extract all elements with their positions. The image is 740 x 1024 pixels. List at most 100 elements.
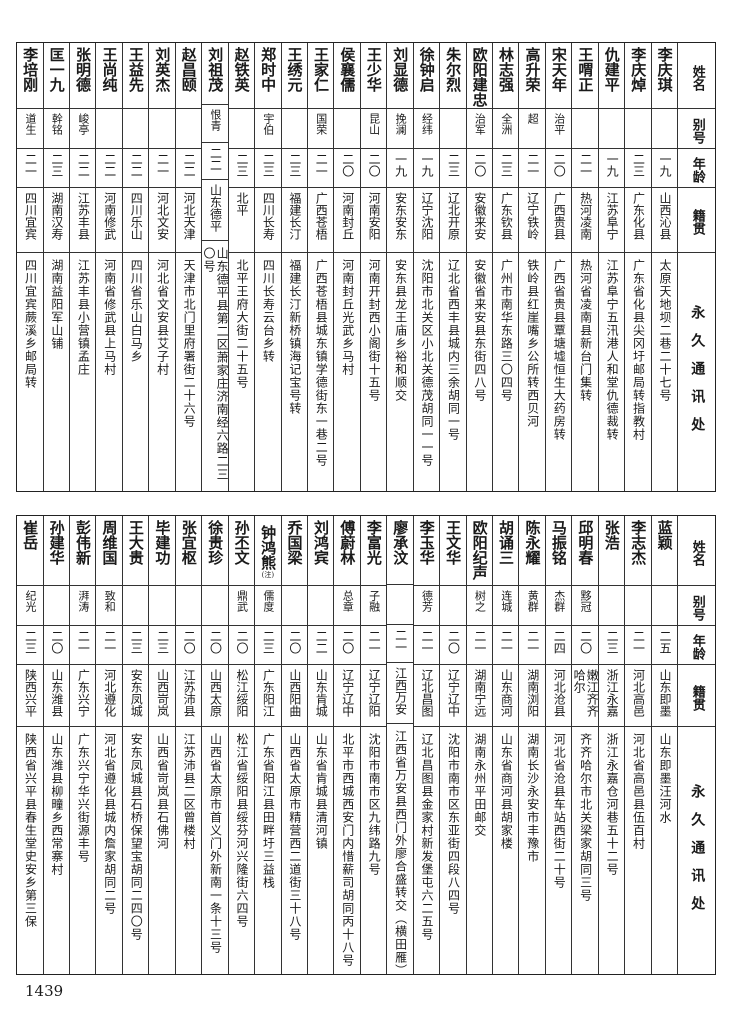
native-cell: 湖南宁远 <box>466 665 493 727</box>
name-text: 宋天年 <box>549 47 568 92</box>
address-cell: 福建长汀新桥镇海记宝号转 <box>282 253 307 491</box>
age-text: 二二 <box>129 153 144 177</box>
address-cell: 山东省商河县胡家楼 <box>493 727 518 974</box>
person-column: 王喟正 二一 热河凌南 热河省凌南县新台门集转 <box>571 43 598 491</box>
name-cell: 高升荣 <box>519 43 545 109</box>
address-text: 河南省修武县上马村 <box>102 259 117 376</box>
age-text: 二三 <box>23 630 38 654</box>
age-text: 二三 <box>155 630 170 654</box>
alias-cell <box>307 586 334 626</box>
age-cell: 二一 <box>466 626 493 665</box>
address-cell: 广东省化县尖冈圩邮局转指教村 <box>625 253 650 491</box>
address-cell: 北平王府大街二十五号 <box>229 253 254 491</box>
age-text: 二一 <box>472 630 487 654</box>
address-cell: 湖南长沙永安市丰豫市 <box>519 727 544 974</box>
name-cell: 王益先 <box>122 43 149 109</box>
alias-cell: 幹铭 <box>43 109 70 149</box>
age-cell: 二一 <box>96 626 122 665</box>
person-column: 崔岳 纪光 二三 陕西兴平 陕西省兴平县春生堂史安乡第三保 <box>17 516 43 974</box>
native-text: 山东即墨 <box>657 669 672 717</box>
address-text: 山东德平县第二区萧家庄济南经六路二三〇号 <box>202 247 228 482</box>
alias-cell: 挽澜 <box>387 109 413 149</box>
alias-text: 超 <box>526 113 540 124</box>
age-cell: 一九 <box>413 149 440 188</box>
address-cell: 沈阳市北关区小北关德茂胡同一一号 <box>414 253 439 491</box>
native-text: 湖南宁远 <box>472 669 487 717</box>
address-text: 热河省凌南县新台门集转 <box>578 259 593 402</box>
alias-cell <box>598 109 625 149</box>
address-cell: 广西苍梧县城东镇学德街东一巷二号 <box>308 253 333 491</box>
address-text: 湖南永州平田邮交 <box>472 733 487 837</box>
alias-cell <box>281 586 307 626</box>
name-cell: 王少华 <box>360 43 387 109</box>
name-cell: 马振铭 <box>545 516 572 586</box>
address-text: 山西省太原市精营西二道街三十八号 <box>287 733 302 941</box>
age-cell: 二三 <box>17 626 43 665</box>
name-cell: 胡诵三 <box>493 516 519 586</box>
age-text: 二一 <box>525 153 540 177</box>
person-column: 王大贵 二三 安东凤城 安东凤城县石桥保望宝胡同二四〇号 <box>121 516 149 974</box>
native-text: 四川长寿 <box>261 192 276 240</box>
name-cell: 侯襄儒 <box>334 43 360 109</box>
page-number: 1439 <box>25 982 64 1000</box>
person-column: 郑时中 宇伯 二三 四川长寿 四川长寿云台乡转 <box>254 43 281 491</box>
name-text: 刘英杰 <box>153 47 172 92</box>
age-cell: 二一 <box>387 625 413 664</box>
address-text: 铁岭县红崖嘴乡公所转西贝河 <box>525 259 540 428</box>
alias-cell: 连城 <box>493 586 519 626</box>
native-cell: 辽宁沈阳 <box>413 188 440 253</box>
person-column: 傅蔚林 总章 二〇 辽宁辽中 北平市西城西安门内惜薪司胡同丙十八号 <box>333 516 360 974</box>
roster-table-top: 姓名 别号 年龄 籍贯 永久通讯处 李庆琪 一九 山西沁县 太原天地坝二巷二十七号 李庆焯 二三 广东… <box>16 42 716 492</box>
age-cell: 二一 <box>493 626 519 665</box>
native-cell: 辽北昌图 <box>413 665 440 727</box>
native-cell: 广东阳江 <box>255 665 281 727</box>
name-text: 徐贵珍 <box>206 520 225 565</box>
alias-cell <box>228 109 255 149</box>
header-address-cell: 永久通讯处 <box>678 727 715 974</box>
name-cell: 钟鸿熊 (注) <box>255 516 281 586</box>
age-cell: 二二 <box>122 149 149 188</box>
age-text: 一九 <box>605 153 620 177</box>
alias-cell: 黟冠 <box>572 586 598 626</box>
native-text: 福建长汀 <box>287 192 302 240</box>
native-cell: 广东兴宁 <box>70 665 96 727</box>
person-column: 王少华 昆山 二〇 河南安阳 河南开封西小阁街十五号 <box>359 43 387 491</box>
header-age-cell: 年龄 <box>678 149 715 188</box>
alias-cell <box>651 586 678 626</box>
name-cell: 王尚纯 <box>96 43 122 109</box>
age-text: 二一 <box>499 630 514 654</box>
native-cell: 四川乐山 <box>122 188 149 253</box>
name-text: 张浩 <box>602 520 621 550</box>
native-text: 四川乐山 <box>129 192 144 240</box>
native-cell: 广东化县 <box>625 188 651 253</box>
header-age-label: 年龄 <box>689 157 705 183</box>
address-cell: 山东德平县第二区萧家庄济南经六路二三〇号 <box>202 241 227 491</box>
native-text: 山西太原 <box>208 669 223 717</box>
address-cell: 沈阳市南市区东亚街四段八四号 <box>440 727 465 974</box>
address-cell: 江西省万安县西门外廖合盛转交（横田雁） <box>387 724 412 974</box>
alias-text: 儒度 <box>261 590 275 612</box>
age-text: 二〇 <box>578 630 593 654</box>
name-cell: 李庆焯 <box>625 43 651 109</box>
age-text: 二一 <box>314 153 329 177</box>
name-cell: 刘显德 <box>387 43 413 109</box>
name-text: 陈永耀 <box>523 520 542 565</box>
alias-cell: 经纬 <box>413 109 440 149</box>
age-cell: 二三 <box>598 626 625 665</box>
name-cell: 仇建平 <box>598 43 625 109</box>
name-text: 王大贵 <box>126 520 145 565</box>
name-text: 马振铭 <box>549 520 568 565</box>
name-cell: 刘英杰 <box>149 43 175 109</box>
age-text: 二一 <box>631 630 646 654</box>
age-text: 二二 <box>314 630 329 654</box>
age-text: 二一 <box>578 153 593 177</box>
header-alias-cell: 别号 <box>678 586 715 626</box>
age-cell: 二〇 <box>334 149 360 188</box>
person-column: 毕建功 二三 山西岢岚 山西省岢岚县石佛河 <box>148 516 175 974</box>
address-cell: 河南开封西小阁街十五号 <box>361 253 386 491</box>
name-text: 崔岳 <box>21 520 40 550</box>
native-cell: 江苏阜宁 <box>598 188 625 253</box>
person-column: 李庆琪 一九 山西沁县 太原天地坝二巷二十七号 <box>650 43 678 491</box>
address-text: 四川省乐山白马乡 <box>129 259 144 363</box>
age-cell: 二〇 <box>202 626 228 665</box>
